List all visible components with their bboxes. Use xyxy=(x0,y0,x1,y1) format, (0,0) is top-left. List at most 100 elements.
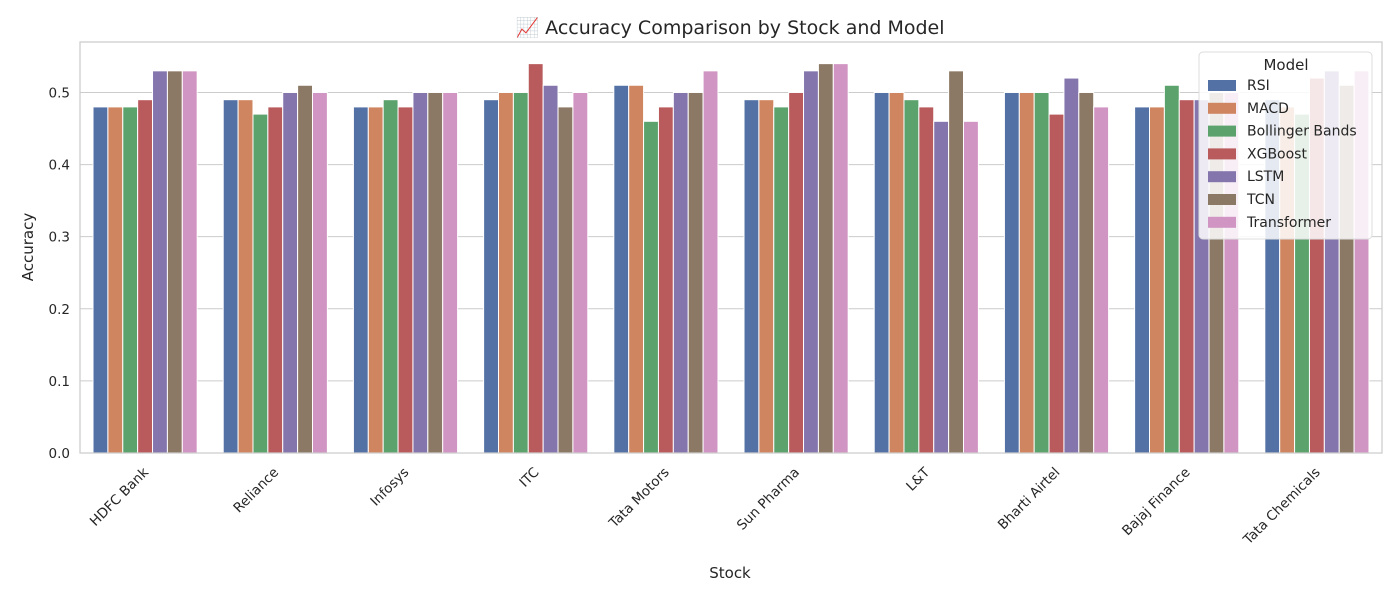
legend-item-label: RSI xyxy=(1247,78,1270,94)
bar-2-6 xyxy=(442,91,459,454)
bar-6-2 xyxy=(903,99,920,454)
bar-4-3 xyxy=(657,106,674,454)
bar-6-0 xyxy=(873,91,890,454)
x-tick-label: ITC xyxy=(516,465,542,491)
bar-5-4 xyxy=(803,70,819,454)
bar-6-5 xyxy=(948,70,964,454)
y-tick-label: 0.2 xyxy=(49,302,70,318)
x-tick-label: HDFC Bank xyxy=(87,464,152,529)
y-axis-ticks: 0.0 0.1 0.2 0.3 0.4 0.5 xyxy=(49,85,70,462)
y-tick-label: 0.1 xyxy=(49,374,70,390)
chart-title: 📈 Accuracy Comparison by Stock and Model xyxy=(515,16,944,39)
bar-6-1 xyxy=(888,91,905,454)
legend-box xyxy=(1198,51,1373,240)
legend-title: Model xyxy=(1263,56,1308,74)
bar-4-4 xyxy=(672,91,689,454)
bar-3-6 xyxy=(572,91,589,454)
bar-0-4 xyxy=(152,70,168,454)
legend-swatch xyxy=(1208,125,1236,137)
legend-swatch xyxy=(1208,102,1236,114)
x-axis-label: Stock xyxy=(709,564,751,582)
x-tick-label: Tata Motors xyxy=(605,465,672,532)
bars xyxy=(92,63,1370,454)
bar-8-1 xyxy=(1149,106,1165,454)
bar-7-1 xyxy=(1018,91,1035,454)
bar-3-4 xyxy=(542,84,559,454)
bar-7-3 xyxy=(1048,113,1065,454)
legend-item-label: TCN xyxy=(1246,192,1275,208)
bar-0-0 xyxy=(92,106,109,454)
bar-1-5 xyxy=(297,84,313,454)
bar-3-1 xyxy=(498,91,514,454)
legend-item-label: XGBoost xyxy=(1247,146,1307,162)
bar-2-3 xyxy=(397,106,414,454)
bar-5-2 xyxy=(773,106,790,454)
bar-3-2 xyxy=(512,91,529,454)
x-tick-label: Tata Chemicals xyxy=(1240,465,1324,549)
bar-6-4 xyxy=(933,120,950,454)
bar-8-2 xyxy=(1163,84,1180,454)
x-axis-ticks: HDFC Bank Reliance Infosys ITC Tata Motors Su… xyxy=(87,464,1324,549)
legend-item-label: LSTM xyxy=(1247,169,1284,185)
legend: Model RSI MACD Bollinger Bands XGBoost LSTM T… xyxy=(1198,51,1373,240)
x-tick-label: Reliance xyxy=(230,465,282,517)
bar-2-5 xyxy=(427,91,444,454)
bar-0-1 xyxy=(107,106,124,454)
bar-3-0 xyxy=(483,99,499,454)
bar-2-4 xyxy=(412,91,429,454)
y-axis-label: Accuracy xyxy=(19,213,37,282)
bar-1-2 xyxy=(252,113,269,454)
y-tick-label: 0.3 xyxy=(49,230,70,246)
bar-0-2 xyxy=(122,106,139,454)
x-tick-label: L&T xyxy=(903,464,933,494)
bar-5-5 xyxy=(817,63,834,454)
bar-1-3 xyxy=(267,106,284,454)
legend-swatch xyxy=(1208,171,1236,183)
bar-6-3 xyxy=(918,106,935,454)
legend-swatch xyxy=(1208,216,1236,228)
bar-2-2 xyxy=(382,99,399,454)
bar-0-3 xyxy=(137,99,154,454)
bar-1-1 xyxy=(237,99,254,454)
legend-item-label: Bollinger Bands xyxy=(1247,124,1357,140)
y-tick-label: 0.5 xyxy=(49,85,70,101)
bar-7-6 xyxy=(1093,106,1110,454)
bar-4-0 xyxy=(613,84,630,454)
legend-item-label: Transformer xyxy=(1246,215,1331,231)
bar-5-6 xyxy=(832,63,849,454)
bar-8-0 xyxy=(1134,106,1150,454)
bar-4-5 xyxy=(687,91,704,454)
bar-7-0 xyxy=(1003,91,1020,454)
x-tick-label: Infosys xyxy=(367,465,412,510)
bar-2-0 xyxy=(352,106,369,454)
bar-2-1 xyxy=(367,106,384,454)
bar-4-6 xyxy=(702,70,719,454)
bar-1-6 xyxy=(312,91,328,454)
x-tick-label: Bajaj Finance xyxy=(1119,465,1193,539)
bar-4-2 xyxy=(643,120,659,454)
bar-5-0 xyxy=(743,99,760,454)
bar-3-3 xyxy=(527,63,544,454)
plot-frame xyxy=(79,41,1383,454)
bar-7-4 xyxy=(1063,77,1080,454)
bar-5-3 xyxy=(788,91,805,454)
bar-6-6 xyxy=(963,120,979,454)
x-tick-label: Bharti Airtel xyxy=(995,465,1064,534)
x-tick-label: Sun Pharma xyxy=(734,465,803,534)
bar-5-1 xyxy=(758,99,775,454)
legend-swatch xyxy=(1208,80,1236,91)
y-tick-label: 0.4 xyxy=(49,158,70,174)
legend-swatch xyxy=(1208,194,1236,205)
bar-3-5 xyxy=(557,106,574,454)
bar-0-5 xyxy=(166,70,183,454)
legend-items: RSI MACD Bollinger Bands XGBoost LSTM TCN Tran… xyxy=(1208,78,1357,231)
bar-7-2 xyxy=(1033,91,1050,454)
bar-0-6 xyxy=(181,70,198,454)
legend-swatch xyxy=(1208,148,1236,160)
y-tick-label: 0.0 xyxy=(49,446,70,462)
bar-8-3 xyxy=(1178,99,1195,454)
legend-item-label: MACD xyxy=(1247,101,1289,117)
bar-1-0 xyxy=(222,99,239,454)
bar-7-5 xyxy=(1078,91,1095,454)
